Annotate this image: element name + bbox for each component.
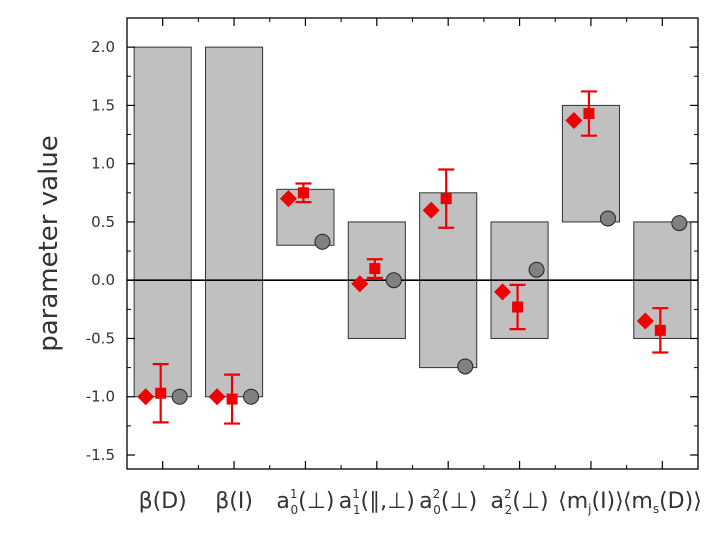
y-tick-label: 1.5 xyxy=(91,96,115,114)
x-axis: β(D) β(I) a1 0(⊥) a1 1(∥,⊥) a2 0(⊥) a2 2(⊥) ⟨mj(I)… xyxy=(126,18,702,517)
diamond-point xyxy=(279,190,297,208)
square-point xyxy=(440,193,452,205)
x-category-label: a1 0(⊥) xyxy=(276,487,334,517)
y-tick-label: -1.5 xyxy=(86,446,115,464)
y-axis: -1.5 -1.0 -0.5 0.0 0.5 1.0 1.5 2.0 xyxy=(86,38,698,464)
x-category-label: β(I) xyxy=(215,489,253,514)
range-bar xyxy=(205,46,264,398)
range-bar xyxy=(133,46,192,398)
circle-point xyxy=(314,233,331,250)
y-tick-label: 2.0 xyxy=(91,38,115,56)
x-category-label: a2 0(⊥) xyxy=(419,487,477,517)
circle-point xyxy=(457,358,474,375)
square-point xyxy=(226,393,238,405)
diamond-point xyxy=(636,312,654,330)
square-point xyxy=(583,108,595,120)
x-category-label: ⟨mj(I)⟩ xyxy=(558,489,624,516)
circle-point xyxy=(599,210,616,227)
x-category-label: a1 1(∥,⊥) xyxy=(339,487,415,517)
square-point xyxy=(512,301,524,313)
diamond-point xyxy=(565,112,583,130)
diamond-point xyxy=(422,201,440,219)
diamond-point xyxy=(137,388,155,406)
diamond-point xyxy=(494,283,512,301)
data-points xyxy=(137,90,688,425)
diamond-point xyxy=(351,275,369,293)
y-tick-label: 1.0 xyxy=(91,155,115,173)
square-point xyxy=(654,324,666,336)
diamond-point xyxy=(208,388,226,406)
circle-point xyxy=(385,272,402,289)
x-category-label: β(D) xyxy=(139,489,187,514)
circle-point xyxy=(528,261,545,278)
y-tick-label: -1.0 xyxy=(86,388,115,406)
square-point xyxy=(369,263,381,275)
y-tick-label: 0.5 xyxy=(91,213,115,231)
circle-point xyxy=(243,388,260,405)
x-category-label: ⟨ms(D)⟩ xyxy=(623,489,702,516)
circle-point xyxy=(171,388,188,405)
y-tick-label: 0.0 xyxy=(91,271,115,289)
y-tick-label: -0.5 xyxy=(86,329,115,347)
circle-point xyxy=(671,215,688,232)
square-point xyxy=(155,387,167,399)
x-category-label: a2 2(⊥) xyxy=(491,487,549,517)
square-point xyxy=(297,187,309,199)
y-axis-title: parameter value xyxy=(34,135,64,352)
